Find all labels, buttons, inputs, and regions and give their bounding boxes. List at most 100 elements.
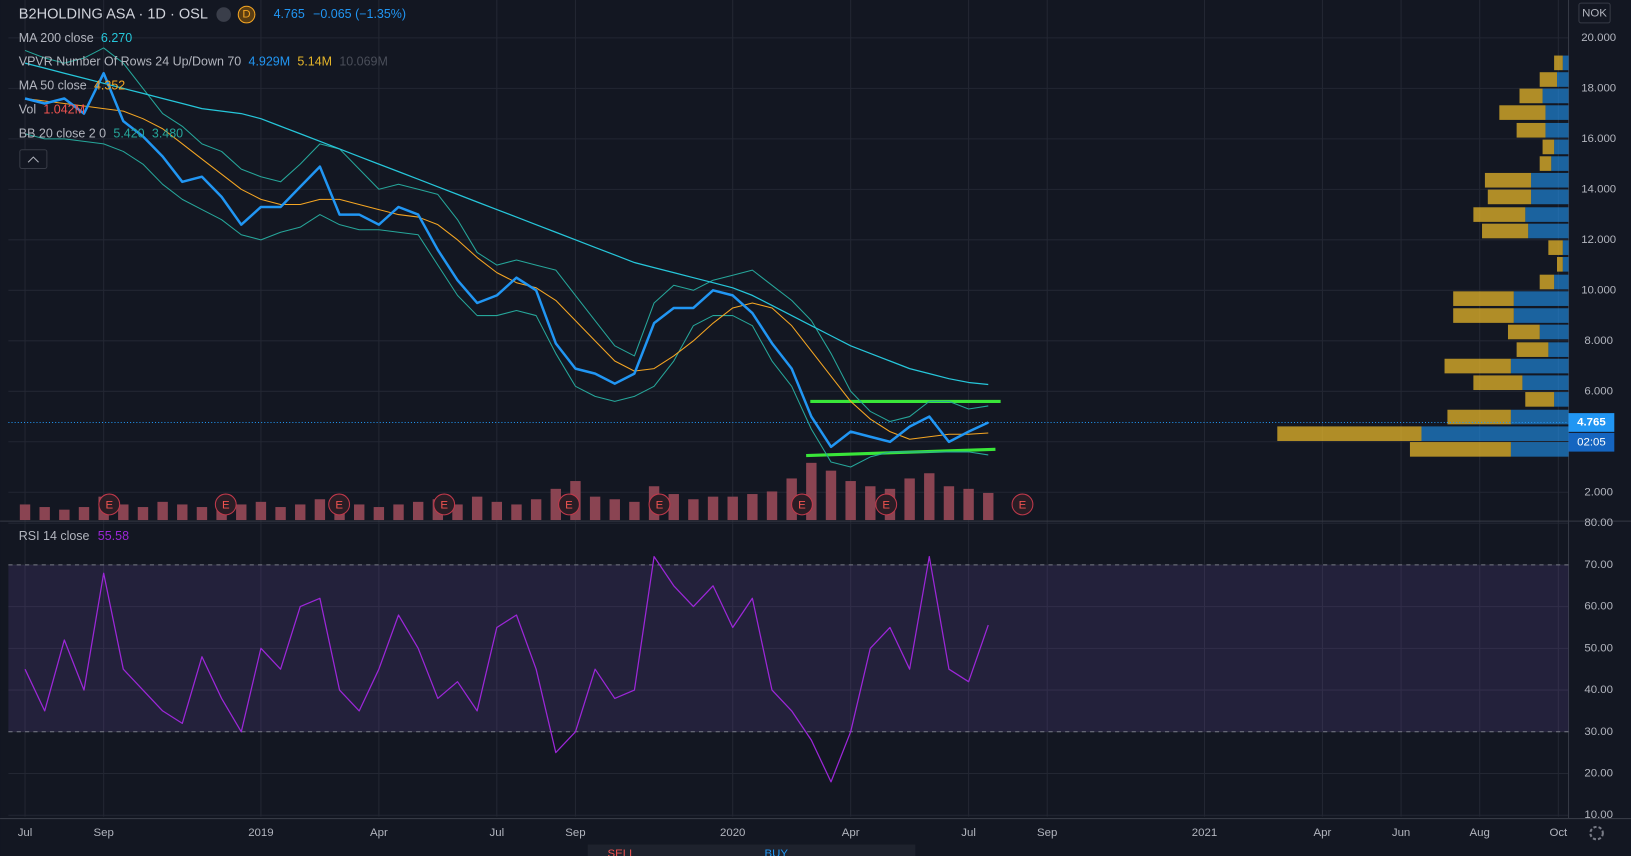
- vpvr-down: [1554, 55, 1563, 71]
- earnings-label: E: [798, 500, 806, 512]
- chart-title: B2HOLDING ASA · 1D · OSL: [19, 6, 208, 22]
- countdown: 02:05: [1577, 436, 1606, 448]
- y-tick-label: 10.000: [1581, 284, 1616, 296]
- last-price-box: [1568, 413, 1615, 432]
- vpvr-up: [1562, 55, 1569, 71]
- collapse-button[interactable]: [19, 149, 48, 170]
- earnings-label: E: [565, 500, 573, 512]
- vpvr-down: [1453, 291, 1514, 306]
- badge-label: D: [242, 9, 250, 21]
- volume-bar: [157, 501, 168, 521]
- x-tick-label: 2021: [1192, 827, 1217, 839]
- volume-bar: [786, 478, 797, 521]
- y-tick-label: 18.000: [1581, 82, 1616, 94]
- vpvr-down: [1447, 409, 1511, 425]
- vpvr-down: [1519, 88, 1543, 104]
- volume-bar: [452, 504, 463, 521]
- vpvr-up: [1421, 426, 1569, 442]
- x-tick-label: Apr: [842, 827, 860, 839]
- indicator-label: MA 50 close: [19, 79, 87, 93]
- vpvr-up: [1542, 88, 1569, 104]
- panel-title: RSI 14 close: [19, 529, 90, 543]
- volume-bar: [963, 488, 974, 521]
- series-line: [24, 71, 989, 449]
- vpvr-down: [1539, 72, 1557, 87]
- series-line: [24, 47, 989, 423]
- vpvr-down: [1453, 308, 1514, 323]
- volume-bar: [373, 507, 385, 521]
- x-tick-label: 2019: [248, 827, 273, 839]
- y-tick-label: 10.00: [1584, 809, 1613, 821]
- y-tick-label: 14.000: [1581, 183, 1616, 195]
- volume-bar: [19, 504, 31, 521]
- vpvr-up: [1562, 240, 1569, 255]
- earnings-label: E: [335, 500, 343, 512]
- vpvr-up: [1554, 392, 1569, 407]
- volume-bar: [236, 504, 247, 521]
- x-tick-label: Sep: [1037, 827, 1057, 839]
- vpvr-down: [1548, 240, 1563, 255]
- volume-bar: [668, 494, 679, 521]
- volume-bar: [314, 499, 326, 521]
- sell-button[interactable]: SELL: [607, 848, 635, 856]
- volume-bar: [550, 488, 561, 521]
- y-tick-label: 80.00: [1584, 517, 1613, 529]
- volume-bar: [511, 504, 522, 521]
- volume-bar: [137, 507, 149, 521]
- vpvr-down: [1542, 139, 1555, 155]
- volume-bar: [471, 496, 483, 521]
- volume-bar: [629, 501, 640, 521]
- y-tick-label: 20.00: [1584, 768, 1613, 780]
- earnings-label: E: [105, 500, 113, 512]
- status-dot: [216, 7, 231, 22]
- volume-bar: [983, 492, 994, 521]
- vpvr-down: [1516, 122, 1546, 138]
- earnings-label: E: [1019, 500, 1027, 512]
- x-tick-label: Sep: [565, 827, 585, 839]
- volume-bar: [412, 501, 424, 521]
- vpvr-down: [1539, 274, 1555, 290]
- indicator-label: VPVR Number Of Rows 24 Up/Down 70: [19, 55, 242, 69]
- currency: NOK: [1582, 8, 1607, 20]
- currency-box[interactable]: [1578, 2, 1611, 24]
- x-tick-label: Aug: [1470, 827, 1490, 839]
- indicator-value: 4.929M: [249, 55, 291, 69]
- vpvr-down: [1499, 105, 1546, 120]
- vpvr-down: [1482, 223, 1529, 239]
- settings-icon[interactable]: [1589, 825, 1604, 841]
- y-tick-label: 40.00: [1584, 684, 1613, 696]
- price-change: −0.065 (−1.35%): [313, 7, 406, 21]
- indicator-label: Vol: [19, 103, 36, 117]
- x-tick-label: Apr: [1314, 827, 1332, 839]
- earnings-label: E: [222, 500, 230, 512]
- volume-bar: [845, 481, 856, 521]
- y-tick-label: 20.000: [1581, 32, 1616, 44]
- x-tick-label: 2020: [720, 827, 745, 839]
- volume-bar: [589, 496, 601, 521]
- series-line: [24, 133, 989, 468]
- toolbar: [587, 844, 916, 856]
- earnings-marker: [1011, 493, 1034, 516]
- x-tick-label: Jun: [1392, 827, 1410, 839]
- earnings-label: E: [882, 500, 890, 512]
- volume-bar: [943, 486, 955, 521]
- vpvr-down: [1516, 342, 1549, 357]
- last-price: 4.765: [274, 7, 305, 21]
- vpvr-down: [1556, 257, 1563, 272]
- volume-bar: [806, 462, 817, 521]
- volume-bar: [354, 504, 365, 521]
- vpvr-down: [1277, 426, 1422, 442]
- vpvr-up: [1510, 409, 1569, 425]
- volume-bar: [393, 504, 404, 521]
- indicator-label: MA 200 close: [19, 31, 94, 45]
- vpvr-up: [1510, 358, 1569, 374]
- buy-button[interactable]: BUY: [765, 848, 789, 856]
- vpvr-down: [1473, 207, 1526, 222]
- series-line: [24, 555, 989, 783]
- x-tick-label: Jul: [961, 827, 976, 839]
- volume-bar: [707, 496, 719, 521]
- volume-bar: [825, 470, 837, 521]
- earnings-label: E: [440, 500, 448, 512]
